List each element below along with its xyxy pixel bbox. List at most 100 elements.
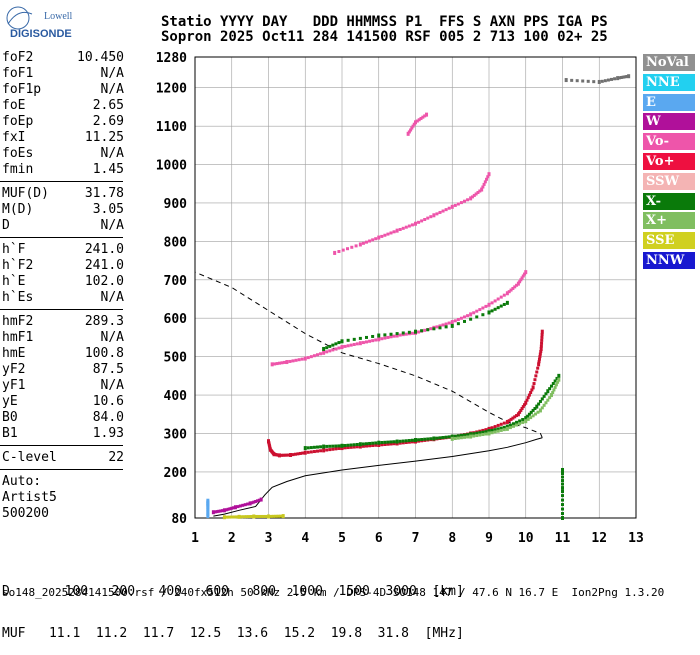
x-tick-label: 3 xyxy=(265,531,273,546)
data-point xyxy=(322,350,326,355)
trace-w xyxy=(211,497,263,515)
data-point xyxy=(343,444,347,448)
data-point xyxy=(502,293,506,297)
data-point xyxy=(242,515,246,519)
data-point xyxy=(619,75,623,79)
data-point xyxy=(490,428,494,432)
data-point xyxy=(352,445,356,449)
logo-line1: Lowell xyxy=(44,11,73,22)
data-point xyxy=(325,350,329,354)
trace-x xyxy=(303,373,561,451)
data-point xyxy=(499,428,503,432)
param-key: fxI xyxy=(2,130,26,145)
param-value: 10.450 xyxy=(77,50,124,65)
data-point xyxy=(450,320,454,325)
data-point xyxy=(395,228,399,233)
data-point xyxy=(392,334,396,338)
param-row: D N/A xyxy=(0,218,124,234)
data-point xyxy=(561,489,564,494)
legend: NoVal NNE E W Vo- Vo+ SSW X- X+ SSE NNW xyxy=(643,54,695,272)
data-point xyxy=(343,446,347,450)
data-point xyxy=(482,182,486,186)
data-point xyxy=(410,438,414,442)
x-tick-label: 13 xyxy=(628,531,644,546)
legend-item: SSE xyxy=(643,232,695,250)
data-point xyxy=(435,325,439,329)
data-point xyxy=(386,440,390,444)
data-point xyxy=(520,407,524,411)
param-key: h`Es xyxy=(2,290,34,305)
data-point xyxy=(312,450,316,454)
data-point xyxy=(358,341,362,346)
data-point xyxy=(515,420,519,424)
data-point xyxy=(401,226,405,230)
legend-item: NNW xyxy=(643,251,695,269)
data-point xyxy=(213,510,217,514)
data-point xyxy=(426,328,430,332)
data-point xyxy=(404,441,408,445)
param-key: D xyxy=(2,218,10,233)
data-point xyxy=(519,278,523,282)
data-point xyxy=(331,343,335,347)
data-point xyxy=(469,312,473,317)
data-point xyxy=(463,433,466,437)
data-point xyxy=(252,500,256,504)
x-tick-label: 10 xyxy=(518,531,534,546)
y-tick-label: 300 xyxy=(164,427,188,442)
legend-item: X+ xyxy=(643,212,695,230)
data-point xyxy=(459,201,463,205)
data-point xyxy=(472,432,476,436)
data-point xyxy=(392,230,396,234)
y-tick-label: 900 xyxy=(164,197,188,212)
data-point xyxy=(484,430,488,434)
data-point xyxy=(243,503,247,507)
data-point xyxy=(466,435,470,439)
trace-e xyxy=(206,498,210,519)
data-point xyxy=(487,310,491,315)
data-point xyxy=(487,431,491,436)
param-value: 22 xyxy=(108,450,124,465)
data-point xyxy=(285,453,289,457)
param-value: 1.93 xyxy=(92,426,124,441)
data-point xyxy=(509,288,513,292)
data-point xyxy=(485,177,489,181)
data-point xyxy=(505,419,509,424)
data-point xyxy=(534,374,538,378)
data-point xyxy=(395,333,399,338)
data-point xyxy=(414,120,417,125)
data-point xyxy=(293,452,297,456)
trace-vo xyxy=(267,329,544,458)
data-point xyxy=(240,515,244,519)
param-key: foF1 xyxy=(2,66,34,81)
param-key: foF2 xyxy=(2,50,34,65)
data-point xyxy=(539,350,543,354)
data-point xyxy=(540,341,544,345)
data-point xyxy=(505,424,509,429)
data-point xyxy=(447,321,451,325)
data-point xyxy=(287,453,291,457)
x-tick-label: 11 xyxy=(555,531,571,546)
data-point xyxy=(617,76,621,80)
data-point xyxy=(325,346,329,350)
data-point xyxy=(476,190,480,194)
data-point xyxy=(524,419,528,424)
data-point xyxy=(496,427,500,431)
trace-sse xyxy=(222,514,285,520)
data-point xyxy=(355,342,359,346)
data-point xyxy=(527,412,531,416)
data-point xyxy=(285,360,289,365)
data-point xyxy=(438,436,442,440)
data-point xyxy=(262,514,266,518)
data-point xyxy=(206,508,210,512)
data-point xyxy=(389,231,393,235)
y-tick-label: 1100 xyxy=(156,120,187,135)
data-point xyxy=(350,245,354,249)
data-point xyxy=(535,370,539,374)
y-tick-label: 500 xyxy=(164,351,188,366)
data-point xyxy=(480,187,484,192)
data-point xyxy=(513,285,517,289)
data-point xyxy=(380,234,384,238)
data-point xyxy=(505,300,509,305)
data-point xyxy=(306,450,310,454)
chart-axes: 8020030040050060070080090010001100120012… xyxy=(156,51,644,546)
